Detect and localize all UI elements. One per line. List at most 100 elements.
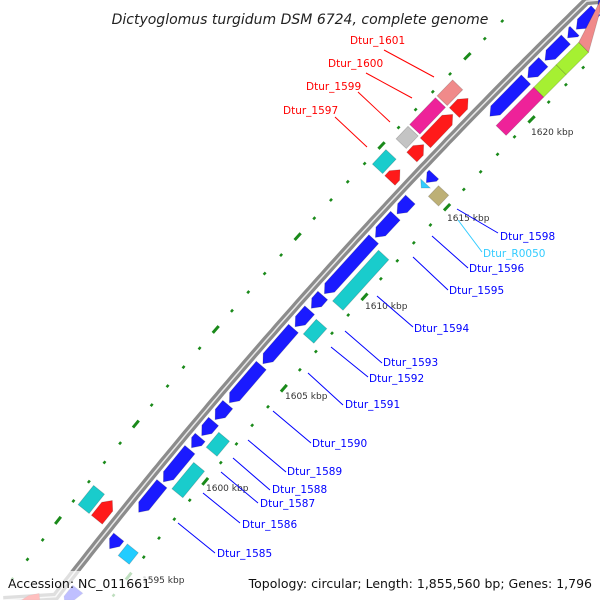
- gene-arrow[interactable]: [420, 178, 432, 189]
- gene-label[interactable]: Dtur_1595: [449, 285, 504, 297]
- gene-category-block[interactable]: [117, 543, 139, 565]
- minor-tick: [362, 161, 367, 166]
- gene-arrow[interactable]: [228, 360, 267, 404]
- gene-arrow[interactable]: [310, 290, 329, 309]
- gene-category-block[interactable]: [395, 125, 419, 150]
- gene-label[interactable]: Dtur_1591: [345, 399, 400, 411]
- genome-summary-text: Topology: circular; Length: 1,855,560 bp…: [248, 576, 592, 591]
- gene-arrow[interactable]: [374, 210, 401, 238]
- minor-tick: [313, 349, 318, 354]
- minor-tick: [581, 65, 586, 70]
- gene-category-block[interactable]: [205, 431, 231, 457]
- gene-label[interactable]: Dtur_1587: [260, 498, 315, 510]
- gene-category-block[interactable]: [171, 461, 206, 499]
- kbp-label: 1620 kbp: [531, 128, 574, 138]
- gene-arrow[interactable]: [406, 144, 425, 163]
- kbp-label: 1595 kbp: [142, 576, 185, 586]
- minor-tick: [40, 537, 45, 542]
- leader-line: [412, 256, 449, 291]
- minor-tick: [279, 253, 284, 258]
- gene-label[interactable]: Dtur_1585: [217, 548, 272, 560]
- gene-label[interactable]: Dtur_1586: [242, 519, 297, 531]
- gene-category-block[interactable]: [427, 185, 450, 207]
- major-tick: [211, 325, 220, 334]
- gene-arrow[interactable]: [544, 34, 571, 61]
- gene-category-block[interactable]: [436, 79, 464, 107]
- minor-tick: [500, 19, 505, 24]
- gene-arrow[interactable]: [419, 113, 454, 149]
- gene-arrow[interactable]: [567, 25, 580, 39]
- gene-label[interactable]: Dtur_1589: [287, 466, 342, 478]
- gene-arrow[interactable]: [262, 323, 299, 365]
- gene-label[interactable]: Dtur_1588: [272, 484, 327, 496]
- minor-tick: [395, 258, 400, 263]
- gene-arrow[interactable]: [191, 432, 206, 449]
- gene-label[interactable]: Dtur_R0050: [483, 248, 545, 260]
- gene-category-block[interactable]: [371, 149, 397, 175]
- gene-category-block[interactable]: [409, 97, 447, 135]
- leader-lines: [177, 49, 499, 554]
- minor-tick: [495, 152, 500, 157]
- minor-tick: [187, 498, 192, 503]
- minor-tick: [246, 290, 251, 295]
- gene-arrow[interactable]: [323, 234, 380, 295]
- gene-arrow[interactable]: [425, 169, 440, 184]
- footer-backdrop: [255, 571, 600, 600]
- minor-tick: [478, 169, 483, 174]
- minor-tick: [396, 125, 401, 130]
- gene-arrow[interactable]: [162, 444, 196, 483]
- minor-tick: [250, 423, 255, 428]
- leader-line: [376, 295, 414, 328]
- gene-label[interactable]: Dtur_1601: [350, 35, 405, 47]
- gene-arrow[interactable]: [90, 500, 114, 525]
- gene-label[interactable]: Dtur_1594: [414, 323, 469, 335]
- backbone: [3, 0, 600, 600]
- gene-category-block[interactable]: [332, 249, 390, 311]
- gene-category-block[interactable]: [77, 484, 106, 515]
- gene-category-block[interactable]: [302, 318, 328, 344]
- minor-tick: [118, 441, 123, 446]
- major-tick: [54, 515, 63, 525]
- gene-arrow[interactable]: [396, 194, 416, 215]
- gene-arrow[interactable]: [109, 532, 125, 550]
- gene-category-block[interactable]: [578, 1, 600, 54]
- gene-arrow[interactable]: [527, 56, 549, 79]
- gene-label[interactable]: Dtur_1596: [469, 263, 524, 275]
- gene-label[interactable]: Dtur_1592: [369, 373, 424, 385]
- minor-tick: [141, 555, 146, 560]
- gene-label[interactable]: Dtur_1600: [328, 58, 383, 70]
- gene-label[interactable]: Dtur_1597: [283, 105, 338, 117]
- gene-label[interactable]: Dtur_1598: [500, 231, 555, 243]
- leader-line: [365, 72, 413, 99]
- gene-arrow[interactable]: [489, 74, 532, 117]
- map-title: Dictyoglomus turgidum DSM 6724, complete…: [112, 12, 489, 28]
- gene-arrow[interactable]: [448, 97, 469, 119]
- major-tick: [442, 202, 452, 212]
- gene-label[interactable]: Dtur_1590: [312, 438, 367, 450]
- minor-tick: [86, 479, 91, 484]
- minor-tick: [448, 72, 453, 76]
- leader-line: [177, 522, 216, 554]
- gene-arrow[interactable]: [294, 305, 316, 328]
- minor-tick: [262, 271, 267, 276]
- leader-line: [307, 372, 344, 406]
- gene-arrow[interactable]: [201, 416, 220, 437]
- minor-tick: [218, 460, 223, 465]
- gene-arrow[interactable]: [138, 479, 168, 513]
- gene-arrow[interactable]: [384, 169, 401, 186]
- leader-line: [247, 439, 287, 473]
- leader-line: [457, 219, 483, 253]
- gene-label[interactable]: Dtur_1593: [383, 357, 438, 369]
- minor-tick: [345, 179, 350, 184]
- minor-tick: [413, 107, 418, 112]
- gene-arrow[interactable]: [214, 399, 234, 421]
- gene-label[interactable]: Dtur_1599: [306, 81, 361, 93]
- leader-line: [220, 471, 259, 504]
- tick-marks: [10, 19, 586, 598]
- minor-tick: [312, 216, 317, 221]
- minor-tick: [266, 404, 270, 409]
- accession-text: Accession: NC_011661: [8, 576, 150, 591]
- minor-tick: [430, 89, 435, 94]
- leader-line: [456, 208, 499, 234]
